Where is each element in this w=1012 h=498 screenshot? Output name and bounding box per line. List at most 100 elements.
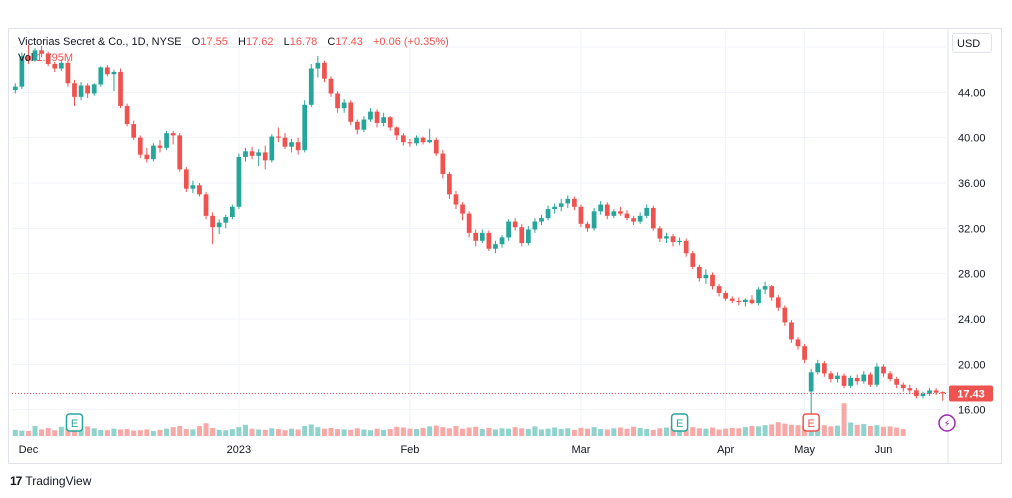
candle-body xyxy=(453,194,459,205)
volume-bar xyxy=(525,429,531,436)
volume-bar xyxy=(275,429,281,436)
volume-bar xyxy=(795,425,801,436)
candle-body xyxy=(400,135,406,143)
tradingview-logo-icon: 17 xyxy=(10,474,22,488)
dividend-marker-label: ⚡ xyxy=(943,419,950,430)
candle-body xyxy=(710,274,715,287)
candle-body xyxy=(407,142,413,144)
earnings-marker-icon xyxy=(670,413,689,432)
candle-body xyxy=(479,232,485,241)
candle-body xyxy=(552,206,558,210)
candle-body xyxy=(190,185,196,189)
volume-bar xyxy=(144,429,150,436)
candle-body xyxy=(19,56,25,87)
volume-bar xyxy=(223,430,229,436)
candle-body xyxy=(506,221,511,238)
volume-bar xyxy=(696,428,702,436)
volume-bar xyxy=(749,425,755,436)
candle-body xyxy=(545,209,551,219)
volume-bar xyxy=(571,429,577,436)
candle-body xyxy=(828,373,834,380)
x-tick-label: Feb xyxy=(400,444,419,456)
candle-body xyxy=(256,152,262,156)
volume-bar xyxy=(321,428,327,436)
volume-bar xyxy=(848,422,854,436)
candle-body xyxy=(236,156,242,207)
x-tick-label: Apr xyxy=(717,444,734,456)
volume-bar xyxy=(532,426,538,436)
currency-button[interactable]: USD xyxy=(952,33,992,53)
candle-body xyxy=(348,102,354,122)
volume-bar xyxy=(591,427,597,436)
candle-body xyxy=(282,137,288,147)
volume-bar xyxy=(414,429,420,436)
volume-bar xyxy=(782,423,788,436)
candle-body xyxy=(26,56,31,61)
candle-body xyxy=(835,375,840,380)
candle-body xyxy=(85,85,91,94)
candle-body xyxy=(532,221,538,230)
candle-body xyxy=(539,218,544,222)
volume-bar xyxy=(690,427,696,436)
volume-bar xyxy=(479,429,485,436)
volume-bar xyxy=(887,426,893,436)
volume-bar xyxy=(91,428,97,436)
volume-bar xyxy=(381,429,387,436)
candle-body xyxy=(565,198,571,204)
candle-body xyxy=(670,236,676,242)
candle-body xyxy=(881,366,886,374)
candle-body xyxy=(466,213,472,233)
volume-bar xyxy=(262,429,268,436)
volume-bar xyxy=(710,427,715,436)
volume-bar xyxy=(243,424,248,436)
candle-body xyxy=(914,390,919,397)
volume-bar xyxy=(164,428,170,436)
volume-bar xyxy=(604,429,610,436)
candle-body xyxy=(249,151,255,156)
volume-bar xyxy=(124,429,130,436)
volume-bar xyxy=(867,425,873,436)
volume-bar xyxy=(716,429,722,436)
candle-body xyxy=(335,93,340,109)
volume-bar xyxy=(545,428,551,436)
candle-body xyxy=(170,133,176,136)
candle-body xyxy=(618,211,623,214)
volume-bar xyxy=(45,427,51,436)
candle-body xyxy=(12,86,18,91)
earnings-marker-label: E xyxy=(71,418,78,430)
y-tick-label: 32.00 xyxy=(958,223,986,235)
candle-body xyxy=(637,215,643,222)
volume-bar xyxy=(269,428,275,436)
candle-body xyxy=(322,62,327,79)
open-value: 17.55 xyxy=(200,36,228,48)
volume-bar xyxy=(565,428,571,436)
candle-body xyxy=(933,390,939,393)
volume-bar xyxy=(433,425,439,436)
volume-bar xyxy=(519,428,525,436)
volume-bar xyxy=(282,430,288,436)
volume-bar xyxy=(341,429,347,436)
volume-bar xyxy=(420,427,426,436)
candle-body xyxy=(124,105,130,125)
volume-bar xyxy=(578,427,584,436)
candle-body xyxy=(815,363,821,373)
volume-bar xyxy=(650,429,656,436)
symbol-legend: Victorias Secret & Co., 1D, NYSE O17.55 … xyxy=(18,36,449,48)
candle-body xyxy=(131,124,137,138)
candle-body xyxy=(420,137,426,143)
y-tick-label: 16.00 xyxy=(958,405,986,417)
tradingview-footer[interactable]: 17 TradingView xyxy=(10,474,91,488)
volume-bar xyxy=(834,425,840,436)
volume-bar xyxy=(315,427,321,436)
y-tick-label: 28.00 xyxy=(958,269,986,281)
volume-bar xyxy=(118,429,124,436)
candle-body xyxy=(447,173,452,195)
volume-bar xyxy=(19,430,25,436)
low-value: 16.78 xyxy=(289,36,318,48)
volume-bar xyxy=(492,429,498,436)
candle-body xyxy=(690,253,696,267)
volume-bar xyxy=(657,428,663,436)
volume-bar xyxy=(723,428,729,436)
volume-bar xyxy=(460,428,466,436)
